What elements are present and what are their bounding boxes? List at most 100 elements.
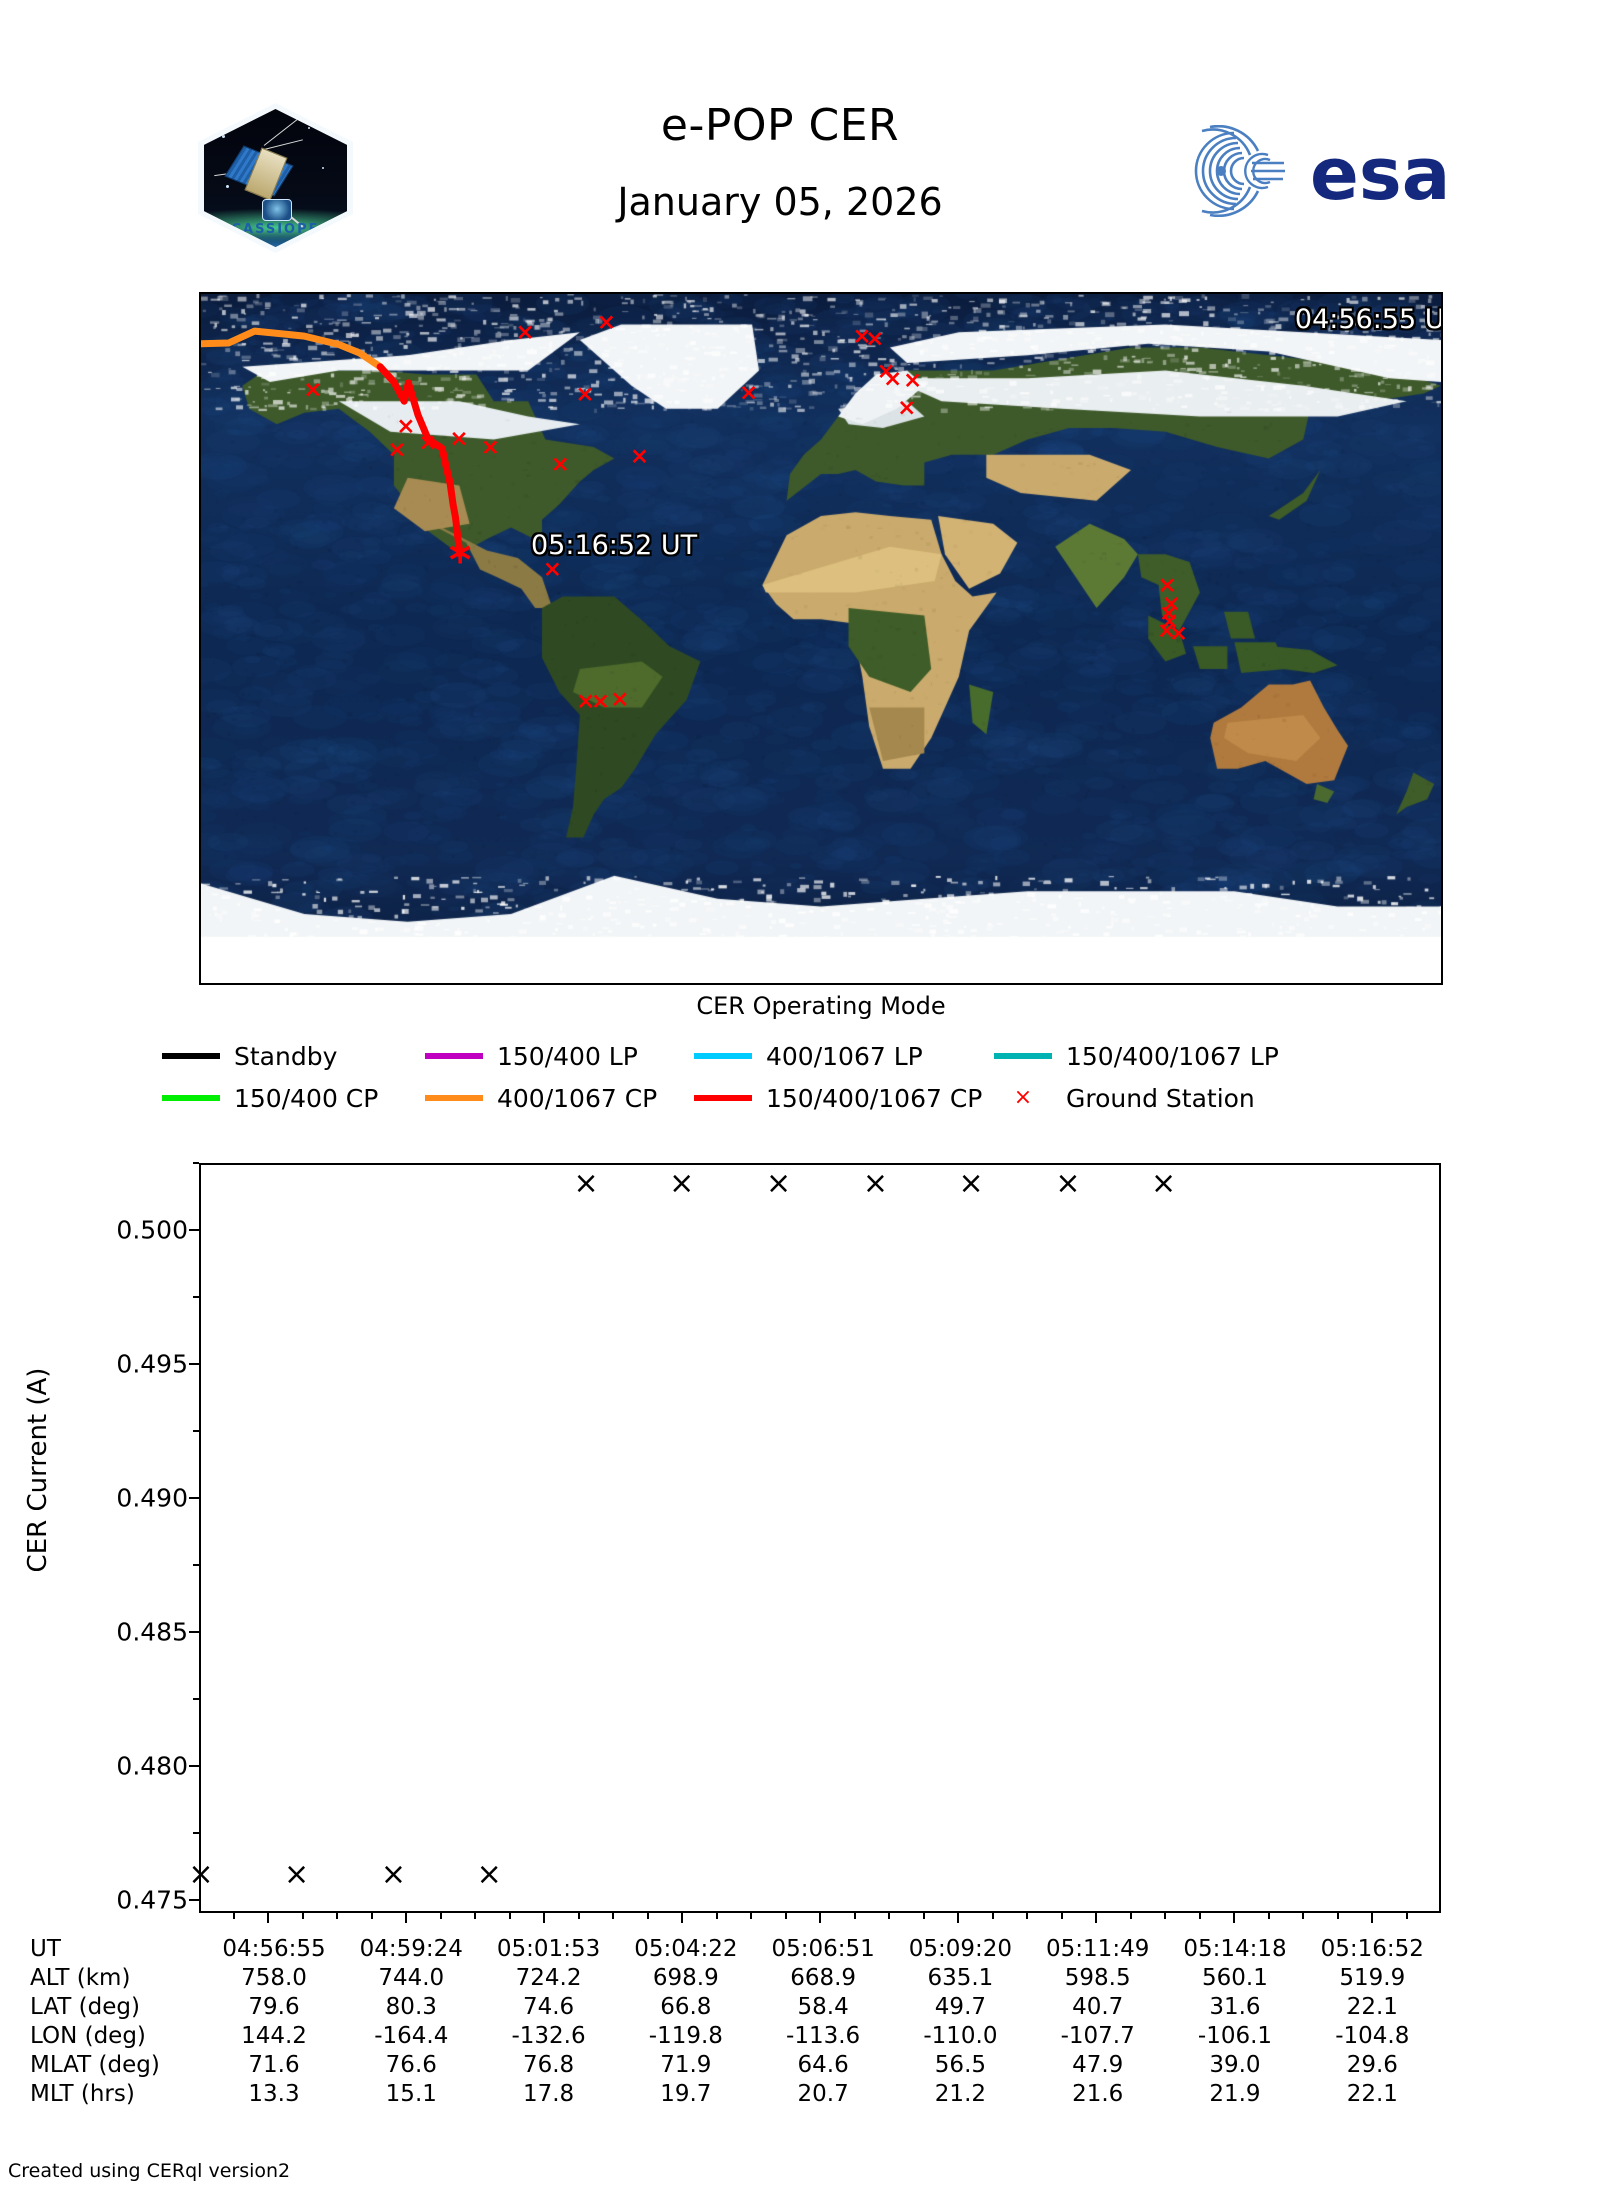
ground-station-marker: × xyxy=(303,377,322,403)
ground-station-marker: × xyxy=(903,368,922,394)
map-start-time-label: 04:56:55 UT xyxy=(1294,304,1443,335)
table-cell: -164.4 xyxy=(374,2022,449,2049)
x-tick-minor xyxy=(1198,1913,1201,1919)
operating-mode-legend: Standby 150/400 LP 400/1067 LP 150/400/1… xyxy=(162,1038,1449,1118)
page-date: January 05, 2026 xyxy=(617,180,943,224)
ground-station-marker: × xyxy=(396,413,415,439)
y-tick-mark xyxy=(189,1764,199,1767)
table-cell: 76.8 xyxy=(522,2051,575,2078)
y-tick-minor xyxy=(193,1831,199,1834)
orbit-track-segment xyxy=(376,363,464,558)
table-cell: 635.1 xyxy=(927,1964,994,1991)
table-cell: 64.6 xyxy=(797,2051,849,2078)
x-tick-mark xyxy=(957,1913,959,1923)
x-tick-minor xyxy=(1405,1913,1408,1919)
world-map-panel[interactable]: × × × × × × × × × × × × × × × × × × × × × × × × × × × × ✲ 04:56:55 U… xyxy=(199,292,1443,985)
ground-station-marker: × xyxy=(1157,618,1176,644)
data-point-marker: × xyxy=(862,1165,888,1201)
table-row-label: ALT (km) xyxy=(30,1964,131,1991)
x-tick-minor xyxy=(784,1913,787,1919)
legend-item-standby[interactable]: Standby xyxy=(162,1038,337,1074)
x-tick-minor xyxy=(646,1913,649,1919)
table-cell: 668.9 xyxy=(790,1964,857,1991)
legend-item-400-1067-lp[interactable]: 400/1067 LP xyxy=(694,1038,923,1074)
legend-item-400-1067-cp[interactable]: 400/1067 CP xyxy=(425,1080,657,1116)
table-row-label: UT xyxy=(30,1935,61,1962)
y-tick-label: 0.485 xyxy=(116,1617,188,1647)
table-cell: -106.1 xyxy=(1197,2022,1273,2049)
table-row: MLAT (deg) 71.6 76.6 76.8 71.9 64.6 56.5 47.9 39… xyxy=(30,2050,1441,2079)
ground-station-marker: × xyxy=(883,366,902,392)
table-cell: 05:16:52 xyxy=(1320,1935,1424,1962)
ephemeris-table: UT 04:56:55 04:59:24 05:01:53 05:04:22 05:06:… xyxy=(30,1934,1441,2108)
ground-station-marker: × xyxy=(515,320,534,346)
esa-logo: esa xyxy=(1194,125,1450,217)
x-tick-mark xyxy=(1095,1913,1097,1923)
x-tick-minor xyxy=(991,1913,994,1919)
ground-station-marker: × xyxy=(865,326,884,352)
legend-label-400-1067-lp: 400/1067 LP xyxy=(766,1041,923,1071)
track-end-marker: ✲ xyxy=(447,536,472,571)
legend-swatch-150-400-1067-lp xyxy=(994,1053,1052,1059)
legend-item-150-400-1067-lp[interactable]: 150/400/1067 LP xyxy=(994,1038,1279,1074)
x-tick-minor xyxy=(1302,1913,1304,1919)
legend-swatch-150-400-lp xyxy=(425,1053,483,1059)
page-title: e-POP CER xyxy=(660,100,900,151)
legend-item-150-400-cp[interactable]: 150/400 CP xyxy=(162,1080,378,1116)
table-cell: 66.8 xyxy=(660,1993,712,2020)
table-cell: 80.3 xyxy=(385,1993,437,2020)
legend-item-ground-station[interactable]: × Ground Station xyxy=(994,1080,1255,1116)
table-cell: 79.6 xyxy=(248,1993,300,2020)
x-tick-minor xyxy=(1267,1913,1270,1919)
ground-station-marker: × xyxy=(1160,608,1179,634)
legend-label-ground-station: Ground Station xyxy=(1066,1083,1255,1113)
table-cell: 58.4 xyxy=(797,1993,849,2020)
x-tick-minor xyxy=(922,1913,925,1919)
legend-label-400-1067-cp: 400/1067 CP xyxy=(497,1083,658,1113)
table-cell: 05:09:20 xyxy=(908,1935,1013,1962)
ephemeris-data-table: UT 04:56:55 04:59:24 05:01:53 05:04:22 05:06:… xyxy=(30,1934,1570,2108)
table-cell: 05:06:51 xyxy=(771,1935,875,1962)
ground-station-marker: × xyxy=(876,359,895,385)
footer-credit: Created using CERql version2 xyxy=(8,2160,291,2182)
y-tick-label: 0.495 xyxy=(116,1349,188,1379)
legend-item-150-400-1067-cp[interactable]: 150/400/1067 CP xyxy=(694,1080,982,1116)
table-cell: 22.1 xyxy=(1346,2080,1398,2107)
ground-station-marker: × xyxy=(1162,591,1181,617)
table-cell: 05:14:18 xyxy=(1183,1935,1287,1962)
x-tick-minor xyxy=(439,1913,442,1919)
ground-station-marker: × xyxy=(897,395,916,421)
table-cell: 76.6 xyxy=(385,2051,437,2078)
data-point-marker: × xyxy=(669,1165,695,1201)
y-tick-mark xyxy=(189,1362,199,1365)
data-point-marker: × xyxy=(188,1856,214,1892)
table-cell: 144.2 xyxy=(241,2022,307,2049)
map-end-time-label: 05:16:52 UT xyxy=(531,530,698,561)
table-cell: 71.6 xyxy=(248,2051,300,2078)
x-tick-minor xyxy=(232,1913,235,1919)
legend-label-150-400-1067-cp: 150/400/1067 CP xyxy=(766,1083,983,1113)
legend-row-1: Standby 150/400 LP 400/1067 LP 150/400/1… xyxy=(162,1038,1449,1074)
ground-station-marker: × xyxy=(610,687,629,713)
y-tick-label: 0.490 xyxy=(116,1483,188,1513)
table-row-label: LAT (deg) xyxy=(30,1993,140,2020)
x-tick-minor xyxy=(301,1913,304,1919)
legend-swatch-standby xyxy=(162,1053,220,1059)
legend-item-150-400-lp[interactable]: 150/400 LP xyxy=(425,1038,638,1074)
table-cell: 560.1 xyxy=(1202,1964,1268,1991)
table-row-label: MLAT (deg) xyxy=(30,2051,160,2078)
map-caption: CER Operating Mode xyxy=(696,992,946,1020)
x-tick-minor xyxy=(888,1913,890,1919)
table-cell: 19.7 xyxy=(660,2080,712,2107)
table-cell: 21.2 xyxy=(934,2080,987,2107)
legend-swatch-400-1067-lp xyxy=(694,1053,752,1059)
world-map-image xyxy=(201,294,1441,983)
ground-station-marker: × xyxy=(575,382,594,408)
ground-station-marker: × xyxy=(739,380,758,406)
data-point-marker: × xyxy=(958,1165,984,1201)
patch-label: CASSIOPE xyxy=(231,222,320,237)
table-cell: 04:59:24 xyxy=(359,1935,463,1962)
data-point-marker: × xyxy=(1150,1165,1177,1201)
table-row: LAT (deg) 79.6 80.3 74.6 66.8 58.4 49.7 40.7 31.… xyxy=(30,1992,1441,2021)
cer-current-plot[interactable]: × × × × × × × × × × × xyxy=(188,1163,1441,1913)
